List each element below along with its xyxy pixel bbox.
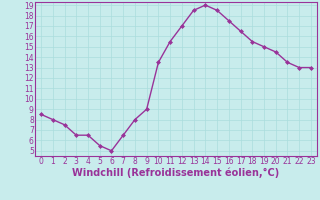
X-axis label: Windchill (Refroidissement éolien,°C): Windchill (Refroidissement éolien,°C) (72, 168, 280, 178)
